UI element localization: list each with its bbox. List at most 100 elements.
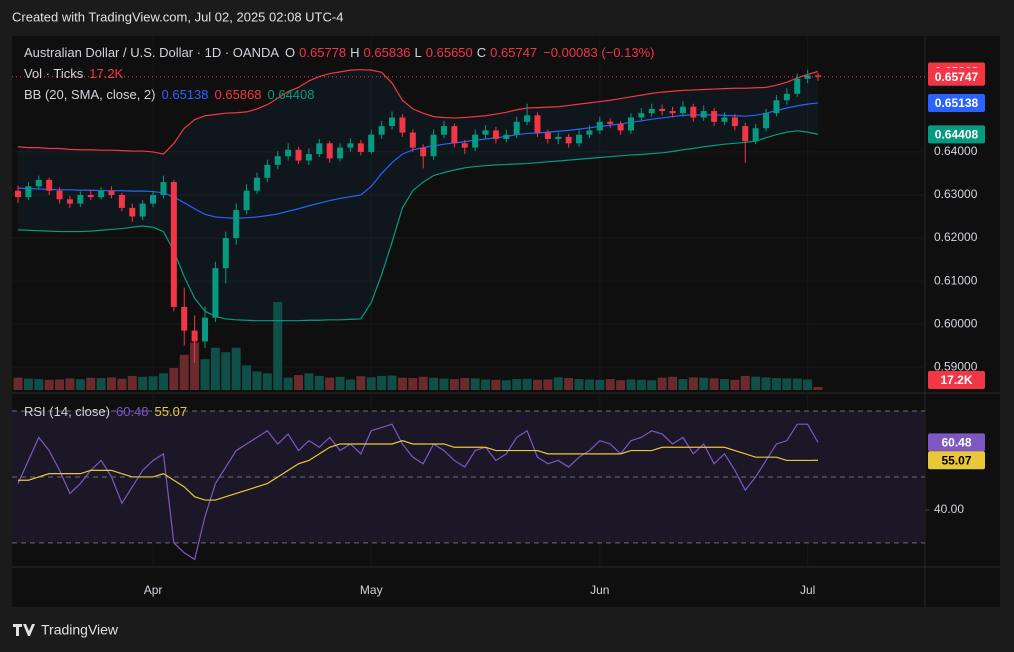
- candle-body: [191, 330, 198, 342]
- ohlc-key: C: [476, 45, 487, 60]
- volume-bar: [657, 377, 667, 390]
- volume-bar: [304, 373, 314, 390]
- candle-body: [503, 134, 510, 140]
- rsi-tick-label: 40.00: [934, 502, 964, 516]
- candle-body: [15, 190, 21, 198]
- rsi-pane: [12, 410, 925, 561]
- volume-bar: [252, 371, 262, 390]
- volume-bar: [107, 377, 117, 390]
- candle-body: [222, 238, 229, 269]
- volume-bar: [242, 365, 252, 390]
- price-badge: [928, 433, 985, 452]
- volume-bar: [460, 378, 470, 390]
- candle-body: [202, 317, 209, 342]
- candle-body: [243, 190, 250, 211]
- candle-body: [87, 194, 94, 198]
- volume-bar: [190, 342, 200, 390]
- candle-body: [440, 126, 447, 135]
- candle-body: [316, 143, 323, 155]
- volume-bar: [34, 379, 44, 390]
- candle-body: [150, 194, 157, 204]
- candle-body: [607, 121, 614, 124]
- volume-bar: [792, 378, 802, 390]
- volume-bar: [397, 377, 407, 390]
- y-tick-label: 0.63000: [934, 187, 978, 201]
- volume-bar: [751, 376, 761, 390]
- candle-body: [690, 106, 697, 118]
- volume-bar: [678, 379, 688, 390]
- bb-name: BB (20, SMA, close, 2): [24, 87, 156, 102]
- volume-bar: [86, 377, 96, 390]
- symbol-title: Australian Dollar / U.S. Dollar · 1D · O…: [24, 45, 280, 60]
- volume-bar: [740, 375, 750, 390]
- brand: TradingView: [41, 622, 119, 638]
- price-badge-label: 0.64408: [935, 128, 979, 142]
- x-tick-label: Apr: [144, 583, 163, 597]
- volume-bar: [668, 376, 678, 390]
- candle-body: [25, 186, 32, 198]
- volume-bar: [210, 347, 220, 390]
- candle-body: [534, 115, 541, 133]
- candle-body: [66, 199, 73, 204]
- price-badge-label: 0.65138: [935, 96, 979, 110]
- volume-bar: [564, 378, 574, 390]
- volume-bar: [481, 379, 491, 390]
- price-badge: [928, 67, 985, 86]
- candle-body: [472, 134, 479, 148]
- ohlc-legend: O 0.65778 H 0.65836 L 0.65650 C 0.65747: [285, 45, 537, 60]
- volume-bar: [595, 379, 605, 390]
- volume-bar: [782, 378, 792, 390]
- candle-body: [46, 179, 53, 191]
- ohlc-value: 0.65650: [425, 45, 473, 60]
- y-tick-label: 0.64000: [934, 144, 978, 158]
- change-label: −0.00083 (−0.13%): [543, 45, 655, 60]
- candle-body: [627, 117, 634, 131]
- volume-bar: [439, 378, 449, 390]
- candle-body: [35, 179, 42, 187]
- candle-body: [742, 126, 749, 142]
- candle-body: [513, 121, 520, 135]
- candle-body: [212, 268, 219, 318]
- price-badge: [928, 93, 985, 112]
- volume-bar: [117, 378, 127, 390]
- candle-body: [524, 115, 531, 122]
- candle-body: [420, 147, 427, 157]
- y-tick-label: 0.61000: [934, 273, 978, 287]
- candle-body: [399, 117, 406, 133]
- candle-body: [794, 78, 801, 94]
- price-badge-label: 60.48: [941, 436, 971, 450]
- candle-body: [264, 164, 271, 178]
- volume-bar: [730, 379, 740, 390]
- bb-line: [17, 69, 819, 155]
- ohlc-value: 0.65747: [490, 45, 538, 60]
- candle-body: [337, 147, 344, 159]
- volume-bar: [169, 368, 179, 390]
- price-badge-label: 0.65747: [935, 70, 979, 84]
- candle-body: [430, 134, 437, 157]
- x-tick-label: May: [360, 583, 383, 597]
- volume-bar: [221, 352, 231, 390]
- ohlc-value: 0.65778: [299, 45, 347, 60]
- candle-body: [160, 182, 167, 195]
- volume-bar: [283, 377, 293, 390]
- candle-body: [617, 123, 624, 131]
- volume-bar: [75, 379, 85, 390]
- price-pane: [12, 69, 925, 390]
- volume-bar: [231, 347, 241, 390]
- candle-body: [711, 111, 718, 122]
- volume-bar: [699, 377, 709, 390]
- brand-logo: [13, 624, 35, 636]
- candle-body: [659, 108, 666, 112]
- candle-body: [368, 134, 375, 152]
- volume-bar: [356, 376, 366, 390]
- volume-bar: [636, 379, 646, 390]
- volume-bar: [44, 379, 54, 390]
- bb-value: 0.64408: [267, 87, 315, 102]
- rsi-name: RSI (14, close): [24, 404, 110, 419]
- price-badge: [928, 451, 985, 470]
- candle-body: [576, 134, 583, 144]
- volume-bar: [647, 380, 657, 390]
- x-tick-label: Jun: [590, 583, 609, 597]
- volume-bar: [470, 378, 480, 390]
